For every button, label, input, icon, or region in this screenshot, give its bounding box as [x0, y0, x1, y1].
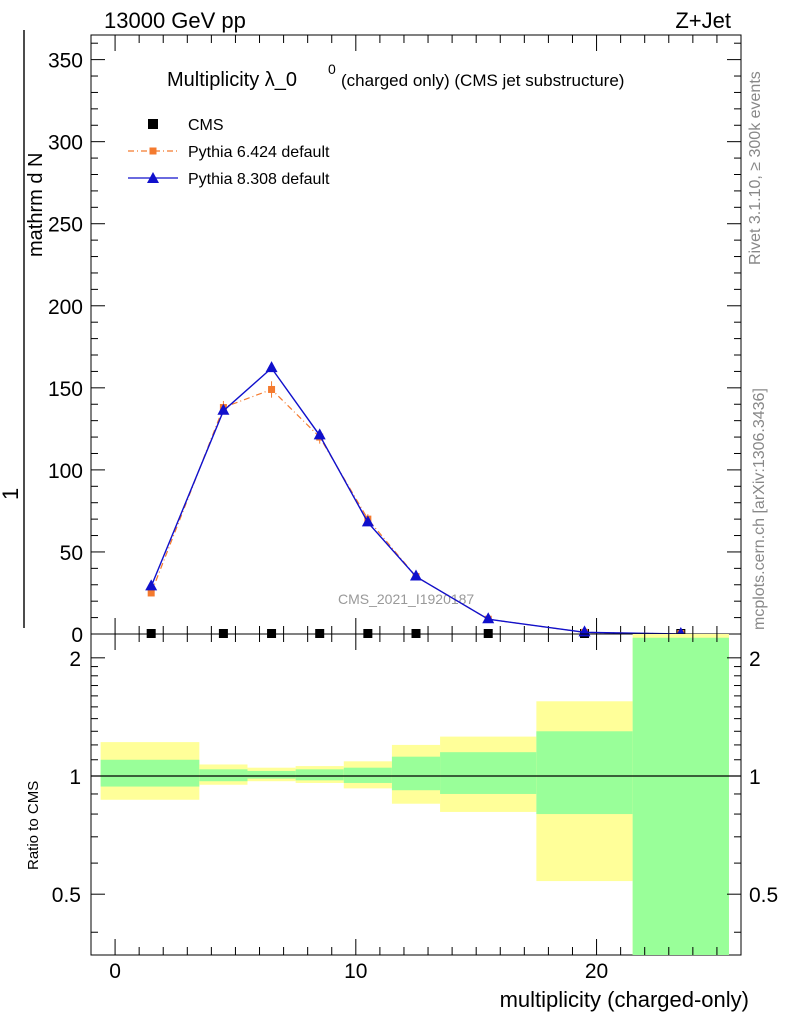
- ratio-stat-band: [343, 767, 392, 783]
- main-y-tick-label: 0: [71, 624, 83, 647]
- data-point: [313, 428, 326, 440]
- main-title: Multiplicity λ_0 0 (charged only) (CMS j…: [167, 61, 624, 91]
- data-point: [147, 589, 155, 597]
- legend-marker: [149, 147, 157, 155]
- x-tick-label: 20: [585, 960, 608, 983]
- ratio-y-axis-title: Ratio to CMS: [25, 781, 42, 870]
- ratio-x-axis: 0 10 20: [109, 634, 718, 983]
- data-point: [482, 612, 495, 624]
- legend-label: Pythia 8.308 default: [188, 171, 330, 188]
- main-title-superscript: 0: [328, 61, 336, 77]
- main-y-tick-label: 350: [48, 50, 83, 73]
- ratio-stat-band: [632, 637, 729, 955]
- x-tick-label: 10: [344, 960, 367, 983]
- rivet-version-label: Rivet 3.1.10, ≥ 300k events: [747, 71, 764, 265]
- main-title-text: Multiplicity λ_0: [167, 69, 297, 91]
- header-left-label: 13000 GeV pp: [104, 8, 246, 33]
- x-tick-label: 0: [109, 960, 121, 983]
- ratio-stat-band: [295, 769, 344, 781]
- legend: CMS Pythia 6.424 default Pythia 8.308 defa…: [128, 117, 330, 188]
- data-point: [145, 579, 158, 591]
- ratio-y-tick-label-right: 2: [749, 648, 761, 671]
- main-y-tick-label: 150: [48, 378, 83, 401]
- legend-marker: [147, 172, 159, 183]
- main-y-tick-label: 50: [60, 542, 83, 565]
- ratio-stat-band: [391, 756, 441, 791]
- ratio-y-tick-label: 0.5: [52, 884, 81, 907]
- ratio-stat-band: [199, 769, 248, 782]
- main-y-axis: 0 50 100 150 200 250 300 350: [48, 42, 741, 647]
- data-point: [265, 361, 278, 373]
- ratio-stat-band: [440, 752, 537, 794]
- legend-marker: [148, 119, 158, 129]
- ratio-y-tick-label: 2: [69, 648, 81, 671]
- legend-label: Pythia 6.424 default: [188, 144, 330, 161]
- ratio-y-tick-label-right: 1: [749, 766, 761, 789]
- x-axis-title: multiplicity (charged-only): [500, 987, 749, 1012]
- data-point: [217, 403, 230, 415]
- ylabel-upper-text: mathrm d N: [25, 153, 47, 257]
- main-x-ticks: [114, 35, 718, 634]
- ratio-bands-layer: [91, 634, 741, 955]
- header-right-label: Z+Jet: [675, 8, 731, 33]
- ratio-stat-band: [247, 770, 296, 779]
- ratio-y-axis: 0.5 0.5 1 1 2 2: [52, 648, 778, 933]
- main-y-tick-label: 300: [48, 132, 83, 155]
- main-y-tick-label: 200: [48, 296, 83, 319]
- main-y-tick-label: 250: [48, 214, 83, 237]
- main-title-rest: (charged only) (CMS jet substructure): [341, 71, 624, 90]
- data-point: [410, 569, 422, 581]
- mcplots-label: mcplots.cern.ch [arXiv:1306.3436]: [751, 388, 768, 630]
- analysis-label: CMS_2021_I1920187: [338, 591, 474, 607]
- main-y-tick-label: 100: [48, 460, 83, 483]
- ylabel-numerator: 1: [0, 488, 23, 500]
- main-y-axis-title: mathrm d N 1: [0, 30, 47, 628]
- legend-label: CMS: [188, 117, 224, 134]
- data-point: [268, 385, 276, 393]
- ratio-stat-band: [100, 759, 200, 787]
- ratio-y-tick-label: 1: [69, 766, 81, 789]
- ratio-y-tick-label-right: 0.5: [749, 884, 778, 907]
- data-point: [361, 515, 374, 527]
- ratio-plot-frame: [90, 633, 742, 956]
- ratio-stat-band: [536, 731, 633, 815]
